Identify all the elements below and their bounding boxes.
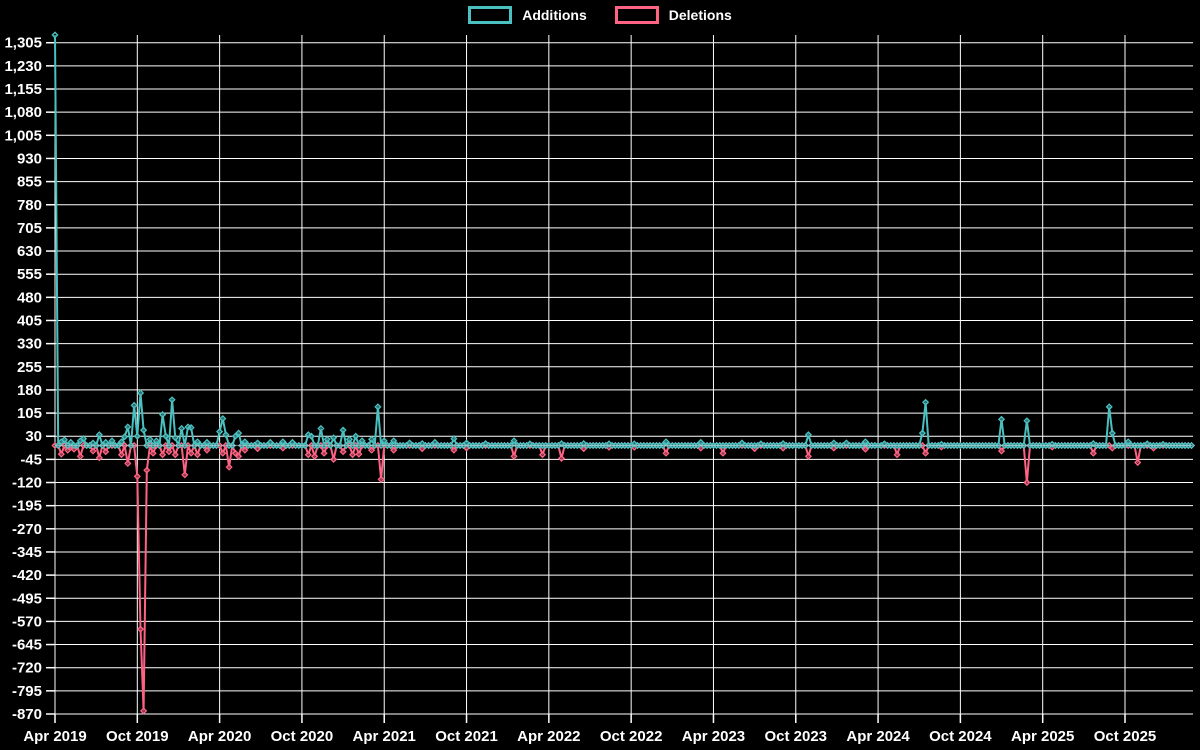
y-tick-label: -645 [12,637,42,654]
deletions-swatch-icon [614,6,659,24]
y-tick-label: -45 [20,451,42,468]
y-tick-label: -720 [12,660,42,677]
y-tick-label: 930 [17,150,42,167]
x-tick-label: Apr 2020 [188,728,251,745]
y-tick-label: -495 [12,590,42,607]
y-tick-label: 405 [17,312,42,329]
x-tick-label: Oct 2019 [106,728,169,745]
y-tick-label: 705 [17,220,42,237]
y-tick-label: 555 [17,266,42,283]
y-tick-label: 1,155 [4,81,42,98]
y-tick-label: -795 [12,683,42,700]
y-tick-label: 780 [17,197,42,214]
y-tick-label: 255 [17,359,42,376]
y-tick-label: -270 [12,521,42,538]
y-tick-label: -570 [12,613,42,630]
plot-area[interactable] [55,35,1193,714]
y-tick-label: 855 [17,174,42,191]
x-tick-label: Apr 2023 [682,728,745,745]
y-tick-label: 1,305 [4,35,42,52]
y-tick-label: 180 [17,382,42,399]
y-tick-label: 480 [17,289,42,306]
y-tick-label: -195 [12,498,42,515]
y-tick-label: 105 [17,405,42,422]
x-tick-label: Oct 2022 [600,728,663,745]
x-tick-label: Apr 2021 [353,728,416,745]
additions-swatch-icon [468,6,513,24]
x-tick-label: Oct 2021 [435,728,498,745]
legend-label-deletions: Deletions [668,7,732,23]
y-tick-label: 30 [25,428,42,445]
y-tick-label: -870 [12,706,42,723]
x-tick-label: Oct 2023 [764,728,827,745]
x-tick-label: Apr 2022 [517,728,580,745]
y-tick-label: 1,080 [4,104,42,121]
y-tick-label: -345 [12,544,42,561]
y-tick-label: 330 [17,336,42,353]
legend-label-additions: Additions [522,7,587,23]
y-tick-label: -120 [12,475,42,492]
y-tick-label: 630 [17,243,42,260]
y-tick-label: 1,005 [4,127,42,144]
x-tick-label: Oct 2025 [1094,728,1157,745]
chart-legend: Additions Deletions [0,6,1200,24]
y-tick-label: -420 [12,567,42,584]
x-tick-label: Apr 2019 [23,728,86,745]
x-tick-label: Apr 2025 [1011,728,1074,745]
legend-item-deletions[interactable]: Deletions [614,6,732,24]
x-tick-label: Oct 2024 [929,728,992,745]
legend-item-additions[interactable]: Additions [468,6,587,24]
x-tick-label: Oct 2020 [271,728,334,745]
x-tick-label: Apr 2024 [846,728,910,745]
y-tick-label: 1,230 [4,58,42,75]
